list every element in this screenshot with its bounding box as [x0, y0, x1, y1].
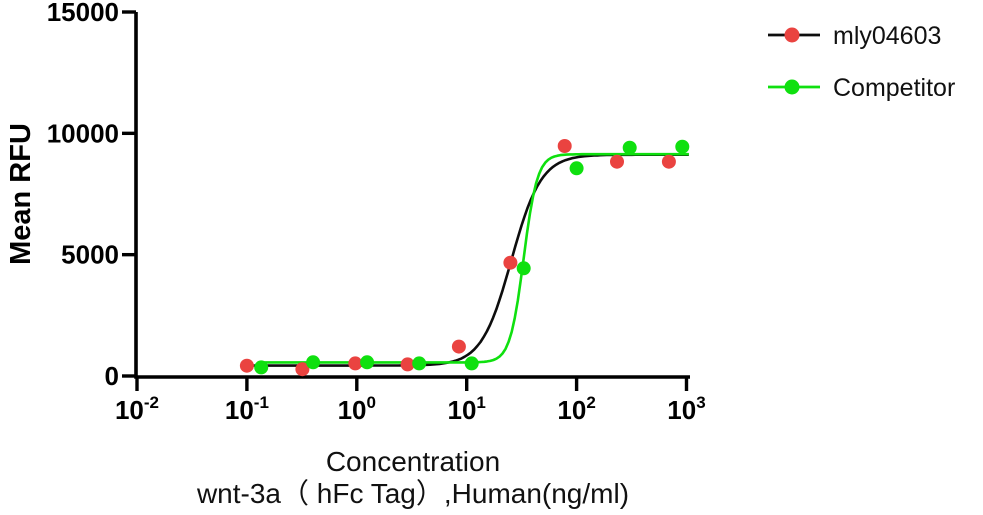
- data-point-Competitor: [516, 261, 531, 276]
- x-tick-label: 101: [448, 393, 486, 425]
- y-tick-label: 5000: [61, 240, 119, 270]
- y-tick-label: 0: [105, 361, 119, 391]
- data-point-Competitor: [622, 140, 637, 155]
- data-point-mly04603: [503, 255, 518, 270]
- data-point-Competitor: [412, 356, 427, 371]
- data-point-mly04603: [451, 339, 466, 354]
- y-axis-title: Mean RFU: [5, 123, 37, 265]
- data-point-mly04603: [557, 139, 572, 153]
- plot-area: 10-2 10-1 100 101 102 103 0 5000 10000 15000: [47, 0, 706, 425]
- y-tick-label: 10000: [47, 118, 119, 148]
- legend-marker: [784, 27, 800, 43]
- y-tick-label: 15000: [47, 0, 119, 27]
- data-point-Competitor: [675, 139, 690, 154]
- fit-curve-mly04603: [246, 153, 689, 367]
- data-point-mly04603: [295, 362, 310, 377]
- x-tick-label: 10-1: [225, 393, 269, 425]
- legend-label: mly04603: [833, 22, 941, 50]
- data-point-mly04603: [610, 154, 624, 169]
- x-axis-title-line2: wnt-3a（ hFc Tag）,Human(ng/ml): [196, 478, 629, 509]
- legend: mly04603 Competitor: [768, 22, 955, 102]
- x-tick-label: 10-2: [115, 393, 159, 425]
- data-point-Competitor: [360, 355, 375, 370]
- x-tick-label: 102: [557, 393, 595, 425]
- axis-lines: [134, 12, 690, 379]
- legend-label: Competitor: [833, 74, 955, 102]
- legend-marker: [784, 79, 800, 95]
- data-point-Competitor: [464, 356, 479, 371]
- data-point-mly04603: [661, 154, 676, 169]
- data-point-Competitor: [254, 360, 269, 375]
- data-point-mly04603: [348, 356, 363, 371]
- fit-curve-Competitor: [261, 152, 689, 364]
- data-point-Competitor: [306, 355, 321, 370]
- legend-item-mly04603: mly04603: [768, 22, 941, 50]
- data-point-mly04603: [239, 358, 254, 373]
- data-point-mly04603: [400, 357, 415, 372]
- x-axis-title-line1: Concentration: [326, 446, 500, 477]
- x-tick-label: 100: [338, 393, 376, 425]
- legend-item-Competitor: Competitor: [768, 74, 955, 102]
- x-tick-label: 103: [667, 393, 705, 425]
- data-point-Competitor: [569, 161, 584, 176]
